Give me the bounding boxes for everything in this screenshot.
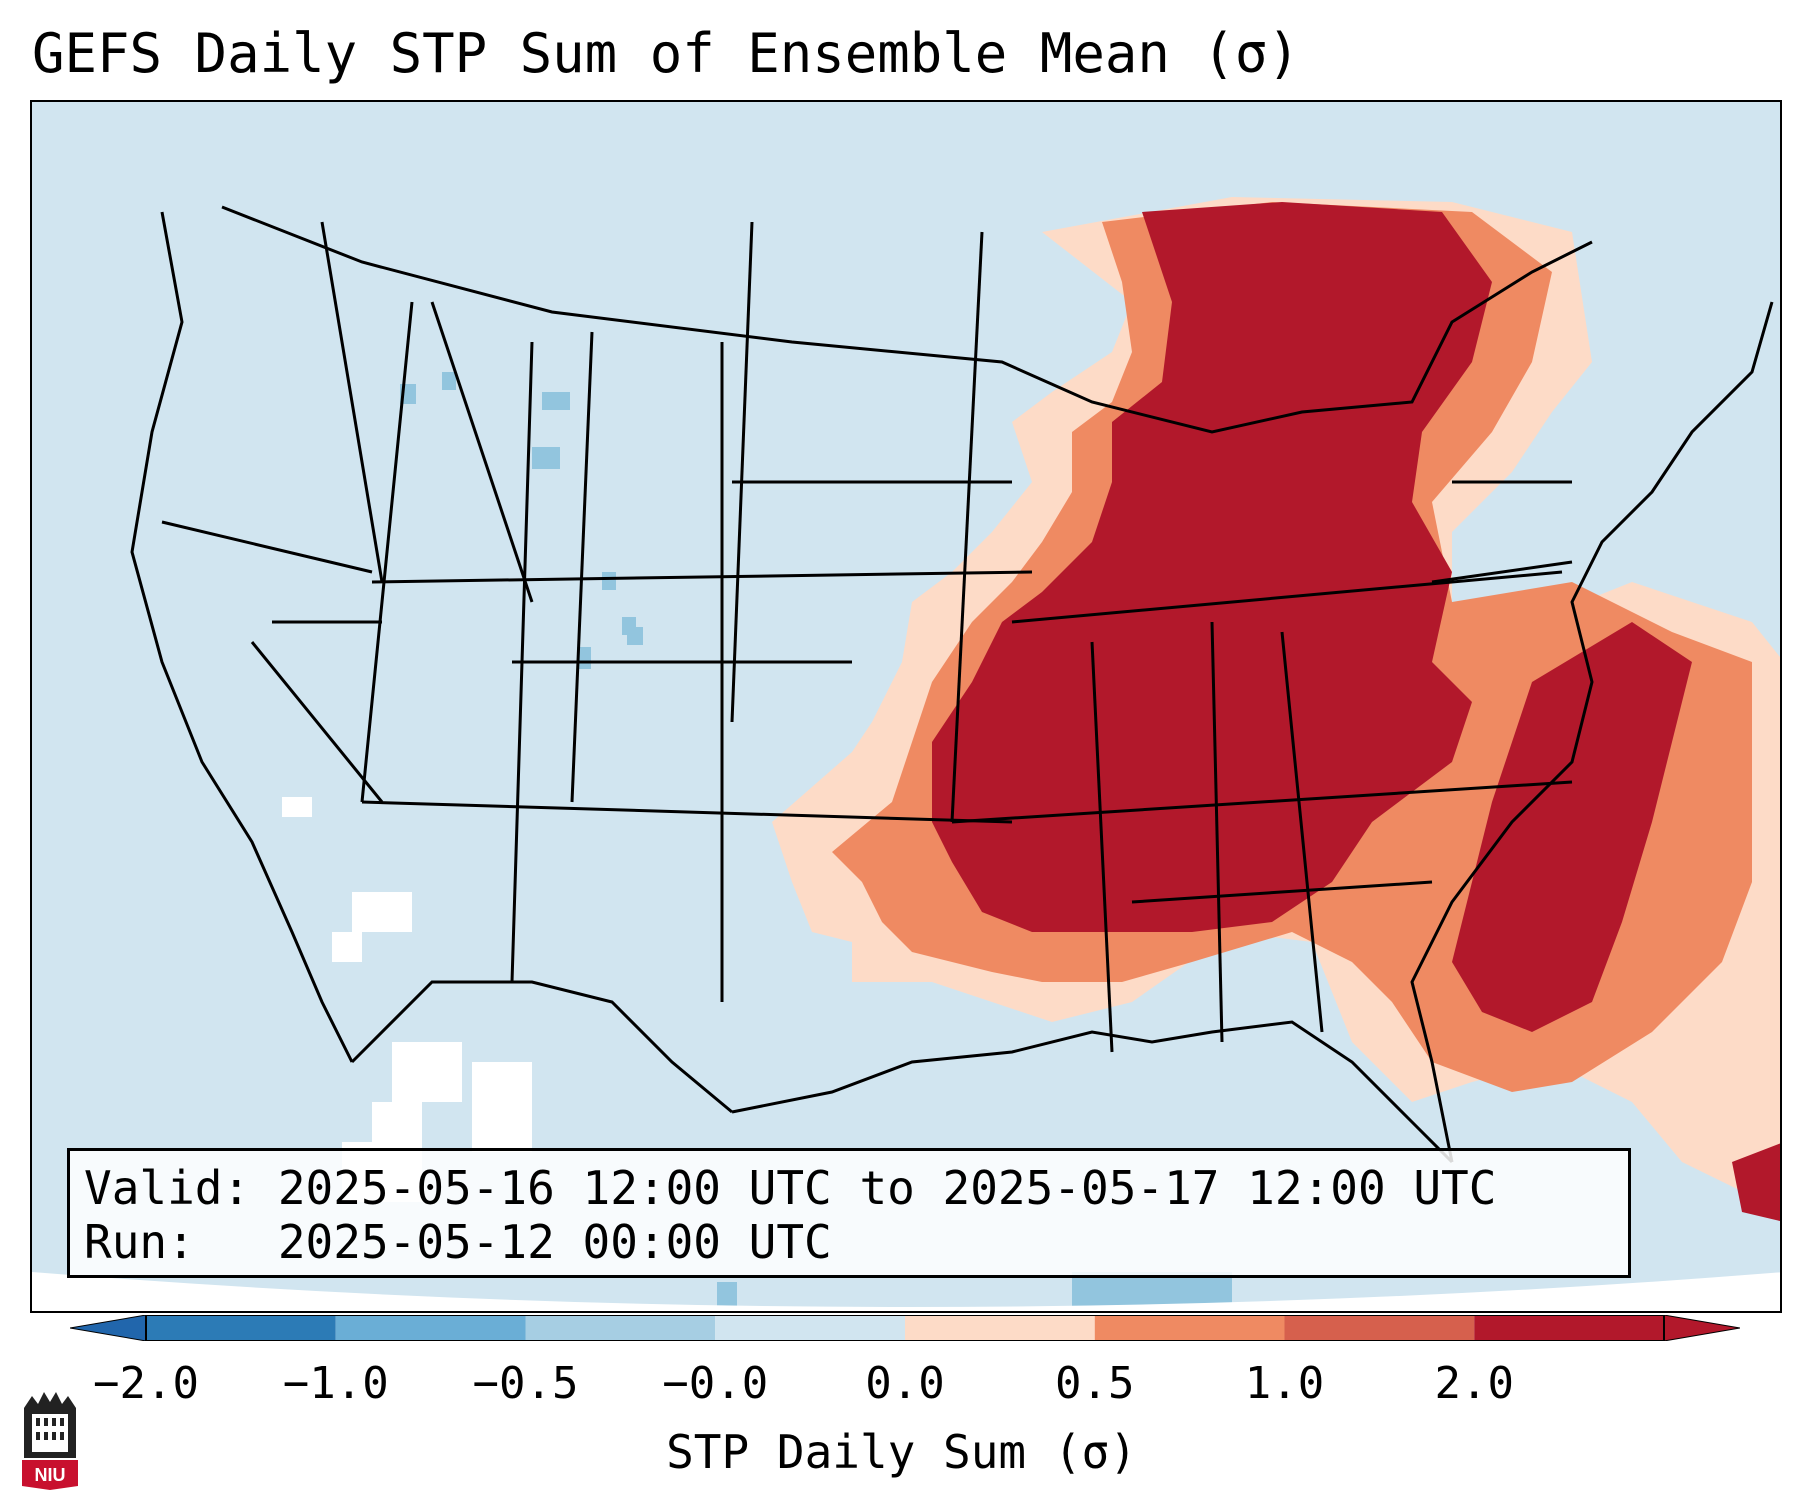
- boundaries: [130, 205, 1774, 1164]
- west-coast-line: [130, 211, 354, 1063]
- map-title: GEFS Daily STP Sum of Ensemble Mean (σ): [32, 22, 1300, 85]
- colorbar-tick-label: −0.5: [472, 1358, 579, 1409]
- colorbar-segment: [1094, 1315, 1285, 1341]
- colorbar-tick-label: −1.0: [282, 1358, 389, 1409]
- colorbar-segment: [335, 1315, 526, 1341]
- colorbar-segment: [525, 1315, 716, 1341]
- map-canvas: [32, 102, 1780, 1311]
- colorbar-segment: [905, 1315, 1095, 1341]
- mexico-border-line: [350, 980, 733, 1114]
- colorbar-segment: [1474, 1315, 1664, 1341]
- colorbar-tick-label: 0.5: [1055, 1358, 1135, 1409]
- colorbar-tick-label: −2.0: [93, 1358, 199, 1409]
- logo-text: NIU: [35, 1465, 66, 1485]
- east-coast-line: [1410, 301, 1774, 1163]
- canada-border-line: [221, 205, 1593, 434]
- anomaly-strong: [932, 202, 1780, 1222]
- gulf-coast-line: [731, 1020, 1454, 1164]
- colorbar-segment: [715, 1315, 905, 1341]
- colorbar-tick-label: 0.0: [865, 1358, 945, 1409]
- colorbar: [70, 1315, 1740, 1341]
- niu-logo: NIU: [22, 1392, 78, 1490]
- colorbar-outline: [145, 1315, 1665, 1341]
- run-time-text: Run: 2025-05-12 00:00 UTC: [84, 1215, 832, 1269]
- colorbar-segment: [1284, 1315, 1475, 1341]
- valid-time-box: Valid: 2025-05-16 12:00 UTC to 2025-05-1…: [67, 1148, 1631, 1278]
- colorbar-over-arrow: [1663, 1315, 1740, 1341]
- colorbar-under-arrow: [70, 1315, 147, 1341]
- map-panel: [30, 100, 1782, 1313]
- colorbar-tick-label: 2.0: [1434, 1358, 1514, 1409]
- domain-edge: [32, 1272, 1780, 1311]
- colorbar-segment: [146, 1315, 336, 1341]
- colorbar-label: STP Daily Sum (σ): [666, 1425, 1137, 1479]
- valid-time-text: Valid: 2025-05-16 12:00 UTC to 2025-05-1…: [84, 1161, 1497, 1215]
- colorbar-ticks: −2.0 −1.0 −0.5 −0.0 0.0 0.5 1.0 2.0: [0, 1358, 1803, 1418]
- colorbar-tick-label: −0.0: [662, 1358, 769, 1409]
- colorbar-tick-label: 1.0: [1244, 1358, 1325, 1409]
